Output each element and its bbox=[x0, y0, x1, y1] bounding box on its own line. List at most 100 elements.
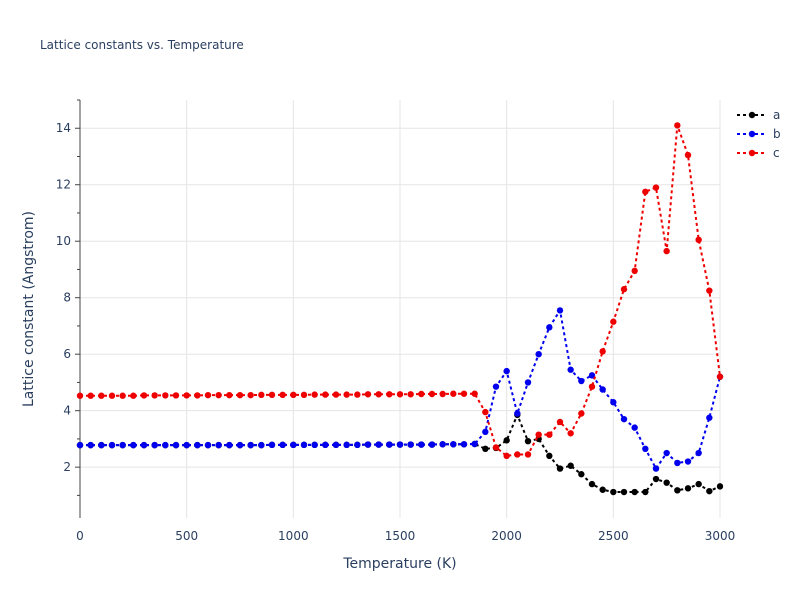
data-point-c bbox=[706, 287, 713, 294]
data-point-b bbox=[482, 428, 489, 436]
y-tick-label: 14 bbox=[56, 121, 71, 135]
data-point-c bbox=[108, 392, 116, 399]
data-point-c bbox=[172, 392, 180, 399]
data-point-c bbox=[546, 431, 553, 438]
data-point-c bbox=[642, 188, 649, 195]
data-point-c bbox=[599, 348, 606, 355]
data-point-c bbox=[98, 392, 105, 399]
data-point-b bbox=[215, 441, 222, 449]
data-point-b bbox=[322, 441, 329, 449]
data-point-b bbox=[556, 307, 564, 314]
data-point-b bbox=[652, 465, 660, 472]
data-point-c bbox=[396, 391, 404, 398]
legend-marker-a bbox=[748, 111, 756, 119]
y-axis-title: Lattice constant (Angstrom) bbox=[21, 211, 37, 407]
data-point-b bbox=[599, 386, 606, 393]
data-point-c bbox=[311, 391, 318, 398]
data-point-c bbox=[450, 390, 457, 397]
data-point-c bbox=[204, 391, 212, 399]
data-point-c bbox=[300, 391, 308, 399]
data-point-c bbox=[76, 392, 84, 399]
data-point-c bbox=[119, 392, 126, 399]
data-point-b bbox=[610, 399, 617, 406]
data-point-c bbox=[290, 391, 297, 399]
data-point-b bbox=[247, 441, 254, 449]
data-point-b bbox=[354, 441, 361, 449]
data-point-c bbox=[631, 267, 638, 275]
data-point-b bbox=[375, 441, 382, 448]
data-point-a bbox=[663, 479, 670, 486]
data-point-c bbox=[343, 391, 350, 398]
data-point-a bbox=[482, 445, 489, 453]
data-point-b bbox=[684, 458, 692, 465]
data-point-c bbox=[87, 392, 94, 399]
data-point-b bbox=[460, 441, 468, 448]
data-point-c bbox=[268, 391, 276, 399]
data-point-b bbox=[578, 377, 585, 385]
legend-marker-c bbox=[748, 149, 756, 157]
x-tick-label: 3000 bbox=[705, 529, 736, 543]
data-point-b bbox=[439, 441, 446, 448]
data-point-a bbox=[567, 462, 574, 469]
y-tick-label: 2 bbox=[63, 460, 71, 474]
x-tick-label: 2500 bbox=[598, 529, 629, 543]
data-point-a bbox=[684, 485, 692, 492]
data-point-b bbox=[524, 379, 532, 386]
data-point-b bbox=[407, 441, 414, 448]
data-point-c bbox=[514, 451, 521, 458]
data-point-b bbox=[674, 459, 681, 467]
data-point-a bbox=[588, 480, 596, 488]
y-tick-label: 8 bbox=[63, 291, 71, 305]
data-point-b bbox=[204, 441, 212, 449]
data-point-c bbox=[140, 392, 148, 399]
data-point-a bbox=[578, 471, 585, 478]
data-point-b bbox=[396, 441, 404, 448]
data-point-b bbox=[503, 367, 510, 375]
data-point-a bbox=[610, 488, 617, 496]
data-point-c bbox=[236, 391, 244, 399]
data-point-c bbox=[578, 410, 585, 417]
data-point-b bbox=[151, 441, 158, 449]
data-point-a bbox=[546, 452, 553, 460]
data-point-b bbox=[279, 441, 286, 449]
data-point-c bbox=[492, 444, 500, 451]
data-point-b bbox=[236, 441, 244, 449]
data-point-b bbox=[130, 441, 137, 449]
data-point-b bbox=[546, 324, 553, 331]
data-point-c bbox=[535, 431, 542, 438]
data-point-c bbox=[471, 390, 478, 397]
x-tick-label: 500 bbox=[175, 529, 198, 543]
data-point-c bbox=[332, 391, 340, 398]
data-point-a bbox=[642, 488, 649, 496]
data-point-a bbox=[652, 475, 660, 483]
data-point-b bbox=[386, 441, 393, 448]
y-tick-label: 12 bbox=[56, 178, 71, 192]
data-point-b bbox=[631, 424, 638, 431]
data-point-a bbox=[556, 465, 564, 472]
data-point-b bbox=[492, 383, 500, 390]
data-point-a bbox=[524, 437, 532, 445]
data-point-c bbox=[695, 236, 702, 244]
x-tick-label: 0 bbox=[76, 529, 84, 543]
legend-marker-b bbox=[748, 130, 756, 138]
data-point-c bbox=[663, 247, 670, 255]
data-point-b bbox=[642, 445, 649, 453]
data-point-c bbox=[407, 391, 414, 398]
data-point-c bbox=[194, 392, 201, 399]
data-point-b bbox=[98, 441, 105, 449]
data-point-c bbox=[354, 391, 361, 398]
data-point-a bbox=[503, 437, 510, 444]
data-point-c bbox=[151, 392, 158, 399]
data-point-a bbox=[620, 488, 628, 496]
data-point-b bbox=[514, 410, 521, 417]
data-point-c bbox=[322, 391, 329, 398]
data-point-c bbox=[684, 151, 692, 159]
data-point-b bbox=[268, 441, 276, 449]
data-point-b bbox=[172, 441, 180, 449]
data-point-a bbox=[599, 486, 606, 493]
x-axis-title: Temperature (K) bbox=[342, 556, 456, 572]
data-point-b bbox=[76, 441, 84, 449]
data-point-b bbox=[119, 441, 126, 449]
data-point-a bbox=[674, 487, 681, 494]
